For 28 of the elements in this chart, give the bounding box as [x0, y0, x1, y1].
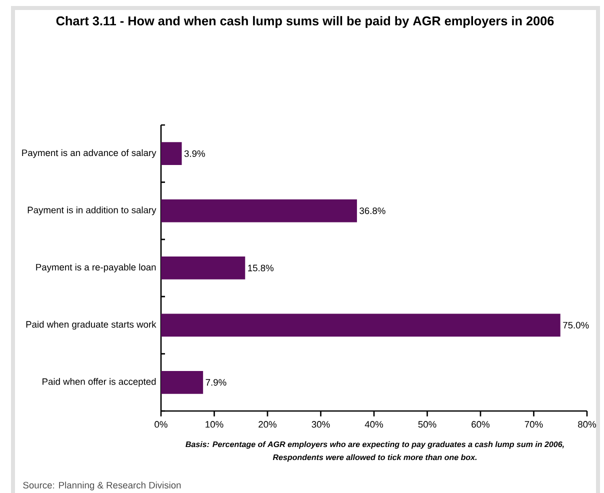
y-tick-label: Paid when graduate starts work [26, 320, 156, 330]
bar [161, 199, 357, 222]
x-tick-label: 70% [524, 421, 543, 428]
y-tick-label: Payment is a re-payable loan [36, 264, 156, 272]
bar [161, 314, 560, 337]
text: Basis: Percentage of AGR employers who are expecting to pay graduates a cash lump sum in 2006, [186, 441, 564, 449]
bar [161, 370, 204, 394]
x-tick-label: 50% [418, 421, 436, 428]
x-tick-label: 60% [472, 421, 490, 428]
x-tick-label: 80% [578, 421, 596, 428]
source-note: Source: Planning & Research Division [23, 482, 181, 490]
x-tick-label: 0% [154, 421, 168, 428]
data-label: 3.9% [184, 150, 205, 157]
x-tick-label: 20% [258, 421, 277, 428]
x-tick-label: 40% [364, 421, 383, 428]
y-tick-label: Payment is in addition to salary [28, 206, 156, 216]
x-tick-label: 30% [312, 421, 330, 428]
data-label: 36.8% [360, 208, 386, 214]
text: Respondents were allowed to tick more than one box. [272, 454, 477, 462]
data-label: 7.9% [206, 379, 226, 386]
y-tick-label: Paid when offer is accepted [42, 378, 156, 387]
bar [161, 256, 246, 280]
bar [161, 142, 182, 166]
y-tick-label: Payment is an advance of salary [22, 149, 156, 158]
x-tick-label: 10% [206, 421, 224, 428]
chart-title: Chart 3.11 - How and when cash lump sums will be paid by AGR employers in 2006 [56, 16, 554, 28]
data-label: 15.8% [248, 264, 274, 272]
data-label: 75.0% [563, 322, 589, 328]
